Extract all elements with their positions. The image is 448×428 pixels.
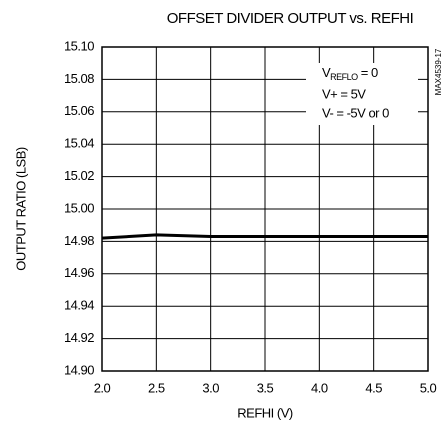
x-tick-label: 5.0 [420,380,437,395]
annotation-subscript: REFLO [330,72,358,82]
y-tick-label: 15.04 [64,136,94,151]
y-tick-label: 14.96 [64,265,94,280]
data-line [101,233,428,240]
y-tick-label: 14.98 [64,233,94,248]
y-tick-label: 14.94 [64,298,94,313]
annotation: VREFLO = 0 [322,65,378,82]
x-tick-label: 2.0 [94,380,111,395]
y-tick-label: 15.02 [64,168,94,183]
y-tick-label: 14.90 [64,362,94,377]
plot-border [101,46,429,372]
x-tick-label: 3.0 [202,380,219,395]
chart-title: OFFSET DIVIDER OUTPUT vs. REFHI [167,10,413,27]
x-tick-label: 4.5 [365,380,382,395]
y-tick-label: 15.10 [64,38,94,53]
y-tick-label: 15.06 [64,103,94,118]
y-axis-label: OUTPUT RATIO (LSB) [13,147,28,271]
x-tick-label: 4.0 [311,380,328,395]
annotation-rest: = 0 [358,65,378,80]
annotation-symbol: V [322,65,331,80]
y-tick-label: 15.00 [64,200,94,215]
annotation-bg [306,63,418,125]
x-tick-label: 2.5 [148,380,165,395]
side-label: MAX4539-17 [434,48,443,95]
x-tick-label: 3.5 [257,380,274,395]
x-axis-label: REFHI (V) [237,405,293,420]
y-tick-label: 14.92 [64,330,94,345]
y-tick-label: 15.08 [64,71,94,86]
annotation: V- = -5V or 0 [322,105,389,120]
annotation: V+ = 5V [322,86,366,101]
